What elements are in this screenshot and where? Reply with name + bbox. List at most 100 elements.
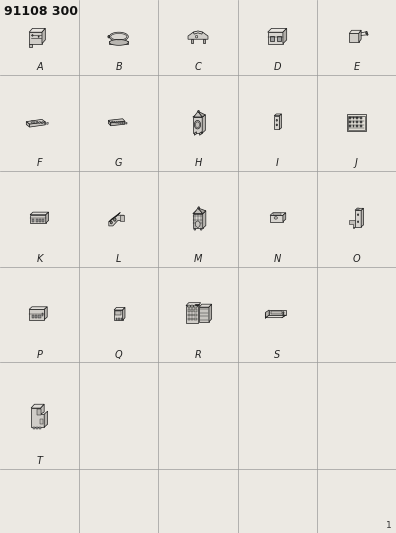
Text: Q: Q [115,350,123,360]
Polygon shape [114,121,115,123]
Polygon shape [203,211,206,228]
Bar [33,427,35,429]
Bar [194,313,197,316]
Polygon shape [270,215,283,222]
Bar [116,311,121,315]
Text: P: P [37,350,42,360]
Polygon shape [44,307,47,320]
Polygon shape [194,111,202,117]
Polygon shape [209,304,211,322]
Polygon shape [269,310,286,315]
Polygon shape [46,212,49,223]
Polygon shape [47,122,48,124]
Polygon shape [112,121,113,123]
Ellipse shape [198,207,200,209]
Text: R: R [194,350,202,360]
Polygon shape [349,30,361,34]
Polygon shape [29,28,45,32]
Bar [352,125,354,126]
Ellipse shape [358,214,359,215]
Bar [349,121,351,123]
Polygon shape [203,39,205,43]
Polygon shape [283,213,286,222]
Ellipse shape [195,221,200,227]
Text: 91108 300: 91108 300 [4,5,78,18]
Bar [360,117,362,119]
Polygon shape [265,310,269,318]
Bar [188,318,190,320]
Polygon shape [29,44,32,47]
Polygon shape [359,30,361,43]
Polygon shape [122,122,123,124]
Polygon shape [198,111,205,117]
Bar [39,220,41,222]
Bar [356,121,358,123]
Ellipse shape [283,313,284,315]
Ellipse shape [110,221,112,224]
Bar [360,121,362,123]
Polygon shape [109,119,125,123]
Bar [194,305,197,308]
Bar [191,318,193,320]
Polygon shape [116,122,117,123]
Polygon shape [126,123,127,124]
Bar [356,117,358,119]
Polygon shape [120,122,121,124]
Polygon shape [30,212,49,215]
Polygon shape [120,215,124,221]
Polygon shape [193,214,203,228]
Polygon shape [193,211,206,214]
Bar [118,318,120,320]
Polygon shape [349,34,359,43]
Bar [277,36,282,41]
Bar [348,116,365,130]
Bar [191,305,193,308]
Bar [36,220,38,222]
Text: S: S [274,350,280,360]
Text: D: D [274,62,281,72]
Polygon shape [44,122,46,124]
Bar [360,125,362,126]
Text: L: L [116,254,122,264]
Ellipse shape [198,110,199,112]
Polygon shape [188,31,208,39]
Text: T: T [36,456,43,466]
Polygon shape [193,115,205,117]
Bar [39,427,41,429]
Bar [40,419,43,424]
Polygon shape [109,215,124,226]
Polygon shape [191,39,193,43]
Polygon shape [270,213,286,215]
Bar [357,208,359,210]
Polygon shape [186,305,198,324]
Text: I: I [276,158,279,168]
Ellipse shape [38,36,39,37]
Polygon shape [34,121,35,123]
Text: E: E [353,62,360,72]
Polygon shape [268,28,287,32]
Polygon shape [283,28,287,44]
Ellipse shape [109,39,128,45]
Ellipse shape [194,120,201,129]
Polygon shape [42,122,43,124]
Polygon shape [193,31,203,34]
Ellipse shape [367,34,368,35]
Polygon shape [30,122,45,127]
Polygon shape [352,227,354,228]
Text: O: O [352,254,360,264]
Text: F: F [37,158,42,168]
Polygon shape [194,132,196,135]
Polygon shape [109,213,120,222]
Text: G: G [115,158,122,168]
Bar [36,427,38,429]
Polygon shape [111,122,125,126]
Polygon shape [355,210,361,227]
Polygon shape [36,121,38,123]
Bar [349,125,351,126]
Bar [273,213,281,215]
Polygon shape [193,117,202,133]
Text: A: A [36,62,43,72]
Polygon shape [29,307,47,309]
Bar [35,316,37,318]
Ellipse shape [200,229,202,230]
